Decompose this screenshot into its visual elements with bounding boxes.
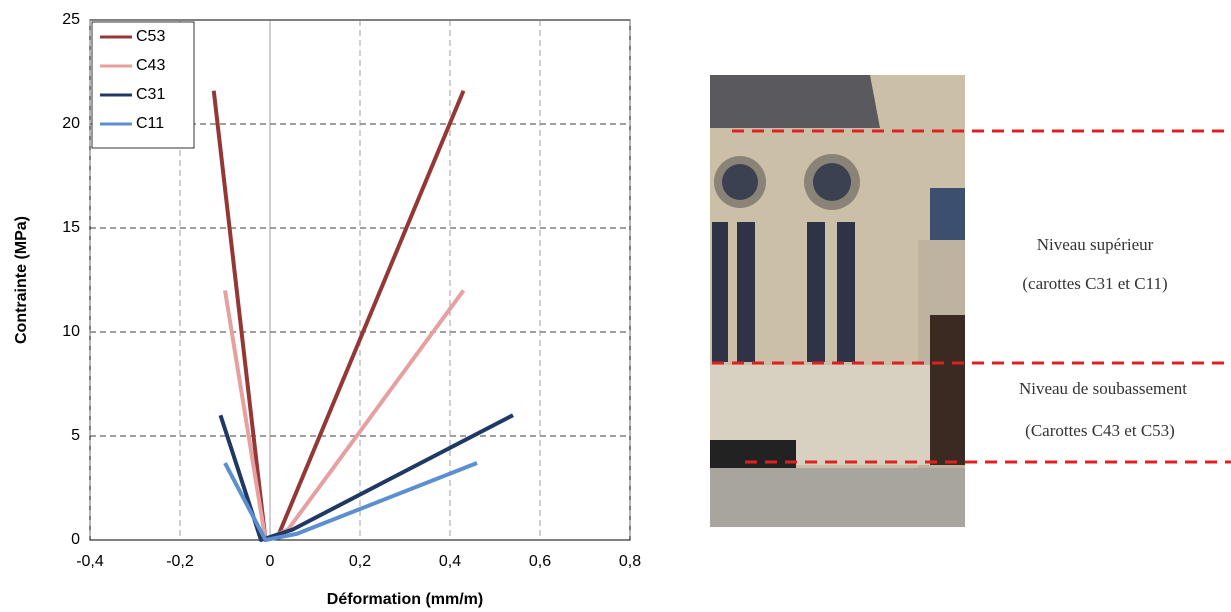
y-tick-label: 25 (62, 11, 80, 28)
legend-label: C43 (136, 57, 165, 74)
y-tick-label: 0 (71, 531, 80, 548)
annotation: (carottes C31 et C11) (1022, 274, 1167, 293)
legend-box (91, 21, 195, 149)
annotation: Niveau supérieur (1037, 235, 1154, 254)
x-tick-label: 0,6 (529, 553, 551, 570)
legend-label: C11 (136, 115, 164, 132)
y-axis-label: Contrainte (MPa) (13, 216, 30, 344)
y-tick-label: 15 (62, 219, 80, 236)
x-axis-label: Déformation (mm/m) (327, 591, 483, 608)
legend-label: C31 (136, 86, 165, 103)
level-lines (712, 129, 1231, 464)
legend-label: C53 (136, 28, 165, 45)
x-tick-label: 0 (266, 553, 275, 570)
photo (710, 75, 965, 527)
y-tick-label: 5 (71, 427, 80, 444)
x-tick-label: -0,2 (166, 553, 194, 570)
y-tick-label: 20 (62, 115, 80, 132)
series-line (218, 413, 514, 542)
x-tick-label: 0,8 (619, 553, 641, 570)
series-line (223, 461, 478, 542)
x-tick-label: -0,4 (76, 553, 104, 570)
annotation: (Carottes C43 et C53) (1025, 421, 1175, 440)
x-tick-label: 0,4 (439, 553, 461, 570)
y-tick-label: 10 (62, 323, 80, 340)
x-tick-label: 0,2 (349, 553, 371, 570)
annotation: Niveau de soubassement (1019, 379, 1187, 398)
